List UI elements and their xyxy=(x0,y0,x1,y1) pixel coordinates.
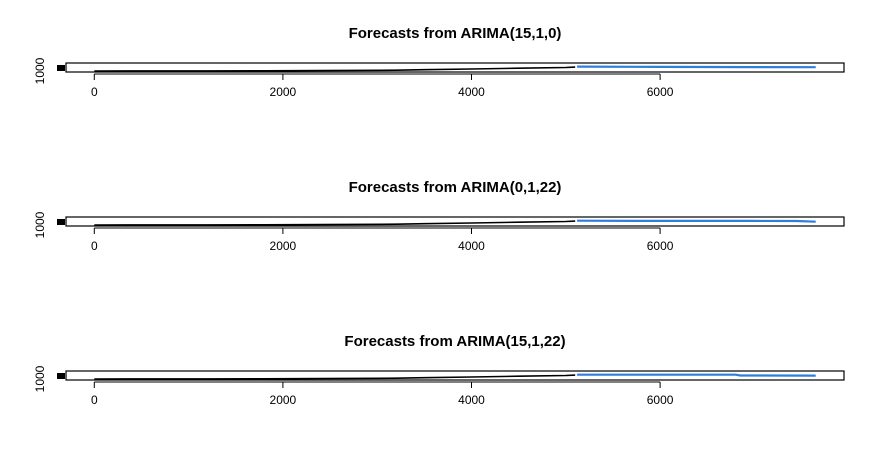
x-tick-label: 0 xyxy=(91,85,98,99)
x-tick-label: 4000 xyxy=(458,85,485,99)
x-tick-label: 6000 xyxy=(647,239,674,253)
chart-title: Forecasts from ARIMA(15,1,22) xyxy=(344,333,565,350)
plot-frame xyxy=(65,216,845,227)
x-tick-label: 0 xyxy=(91,393,98,407)
y-tick-label: 1000 xyxy=(33,365,47,392)
forecast-series-line xyxy=(577,65,816,69)
x-tick-label: 2000 xyxy=(270,239,297,253)
plot-frame xyxy=(65,370,845,381)
observed-series-line xyxy=(94,66,576,72)
data-lines xyxy=(94,373,816,380)
observed-series-line xyxy=(94,374,576,380)
x-tick-label: 4000 xyxy=(458,239,485,253)
x-axis: 0 2000 4000 6000 xyxy=(91,381,674,407)
y-tick-mark xyxy=(57,219,65,225)
x-tick-label: 2000 xyxy=(270,85,297,99)
observed-series-line xyxy=(94,220,576,226)
y-tick-mark xyxy=(57,65,65,71)
y-tick-label: 1000 xyxy=(33,211,47,238)
x-tick-label: 2000 xyxy=(270,393,297,407)
chart-title: Forecasts from ARIMA(15,1,0) xyxy=(349,25,562,42)
chart-title: Forecasts from ARIMA(0,1,22) xyxy=(349,179,562,196)
x-axis: 0 2000 4000 6000 xyxy=(91,73,674,99)
data-lines xyxy=(94,65,816,72)
x-axis: 0 2000 4000 6000 xyxy=(91,227,674,253)
panel: Forecasts from ARIMA(15,1,0) 1000 0 2000 4… xyxy=(33,25,845,99)
data-lines xyxy=(94,219,816,226)
y-tick-label: 1000 xyxy=(33,57,47,84)
y-tick-mark xyxy=(57,373,65,379)
x-tick-label: 6000 xyxy=(647,393,674,407)
plot-frame xyxy=(65,62,845,73)
x-tick-label: 0 xyxy=(91,239,98,253)
forecast-series-line xyxy=(577,219,816,223)
x-tick-label: 4000 xyxy=(458,393,485,407)
panel: Forecasts from ARIMA(0,1,22) 1000 0 2000 4… xyxy=(33,179,845,253)
x-tick-label: 6000 xyxy=(647,85,674,99)
panel: Forecasts from ARIMA(15,1,22) 1000 0 2000… xyxy=(33,333,845,407)
forecast-series-line xyxy=(577,373,816,377)
